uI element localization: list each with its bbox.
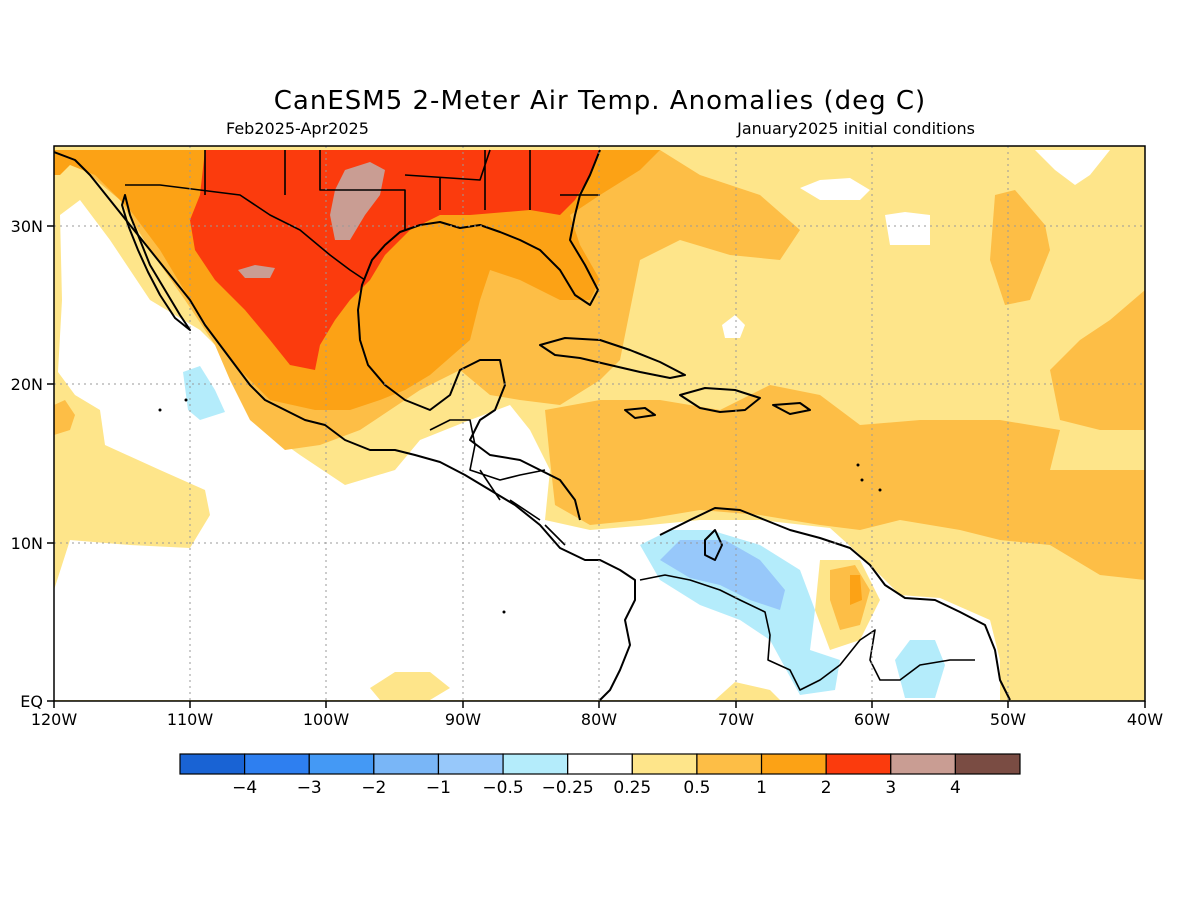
colorbar-swatch — [373, 753, 440, 775]
y-label-10n: 10N — [11, 534, 43, 553]
border-central-america — [429, 419, 566, 546]
anomaly-fill-near-zero-atlantic-1 — [800, 178, 870, 200]
colorbar-swatch — [437, 753, 504, 775]
anomaly-fill-light-blue-guiana — [895, 640, 945, 698]
anomaly-fill-2-3-main — [190, 150, 600, 370]
coastline-baja-california — [121, 194, 191, 331]
coastline-cuba — [539, 337, 686, 379]
x-label-90w: 90W — [445, 710, 481, 729]
coastline-jamaica — [624, 407, 656, 419]
anomaly-fill-near-zero-atlantic-3 — [722, 315, 745, 338]
anomaly-fill-1-2-guiana — [850, 575, 862, 605]
colorbar-label: 0.25 — [613, 778, 651, 798]
colorbar-swatch — [308, 753, 375, 775]
coastline-lake-maracaibo — [704, 529, 723, 561]
y-axis-labels: EQ 10N 20N 30N — [11, 217, 43, 711]
x-label-120w: 120W — [31, 710, 78, 729]
x-label-100w: 100W — [303, 710, 350, 729]
colorbar-label: −0.5 — [482, 778, 523, 798]
y-label-eq: EQ — [20, 692, 43, 711]
island-cocos — [502, 610, 506, 614]
x-label-80w: 80W — [581, 710, 617, 729]
x-label-60w: 60W — [854, 710, 890, 729]
anomaly-fill-05-1-pacific-west — [54, 400, 75, 435]
anomaly-fill-05-1-caribbean — [545, 385, 1145, 580]
island-guadeloupe — [856, 463, 860, 467]
colorbar-swatch — [760, 753, 827, 775]
colorbar-label: −3 — [297, 778, 322, 798]
coastline-puerto-rico — [772, 402, 811, 415]
island-socorro — [184, 398, 188, 402]
map-plot-area — [54, 146, 1145, 701]
colorbar-label: 2 — [821, 778, 832, 798]
x-label-40w: 40W — [1127, 710, 1163, 729]
colorbar-swatch — [631, 753, 698, 775]
y-label-30n: 30N — [11, 217, 43, 236]
colorbar: −4 −3 −2 −1 −0.5 −0.25 0.25 0.5 1 2 3 4 — [179, 753, 1021, 798]
colorbar-label: 1 — [756, 778, 767, 798]
colorbar-label: −2 — [361, 778, 386, 798]
colorbar-label: −1 — [426, 778, 451, 798]
border-south-america — [639, 574, 975, 691]
anomaly-fill-025-east-pacific-patch — [370, 672, 450, 700]
map-title: CanESM5 2-Meter Air Temp. Anomalies (deg… — [273, 86, 927, 116]
island-revillagigedo — [158, 408, 162, 412]
colorbar-label: −0.25 — [542, 778, 594, 798]
island-martinique — [860, 478, 864, 482]
colorbar-label: 3 — [885, 778, 896, 798]
x-label-50w: 50W — [990, 710, 1026, 729]
coastline-north-america-pacific — [54, 151, 636, 701]
colorbar-swatch — [179, 753, 246, 775]
y-label-20n: 20N — [11, 375, 43, 394]
coastline-hispaniola — [679, 387, 761, 413]
colorbar-label: 0.5 — [683, 778, 710, 798]
forecast-period: Feb2025-Apr2025 — [226, 119, 369, 138]
initial-conditions: January2025 initial conditions — [737, 119, 975, 138]
anomaly-fill-near-zero-atlantic-2 — [885, 212, 930, 245]
anomaly-fill-blue-venezuela — [660, 540, 785, 610]
coastline-gulf-of-mexico — [357, 149, 601, 521]
anomaly-fill-05-1-atlantic-blob — [990, 190, 1050, 305]
colorbar-swatch — [890, 753, 956, 775]
colorbar-label: −4 — [232, 778, 257, 798]
colorbar-swatch — [567, 753, 633, 775]
axis-ticks — [47, 225, 1146, 708]
anomaly-fill-05-1-atlantic-east — [1050, 290, 1145, 430]
anomaly-fill-near-zero-atlantic-ne — [1035, 150, 1110, 185]
coastlines — [54, 149, 1011, 701]
anomaly-fill-025-colombia-patch — [715, 682, 780, 700]
colorbar-swatch — [825, 753, 892, 775]
x-label-70w: 70W — [718, 710, 754, 729]
colorbar-swatch — [954, 753, 1021, 775]
anomaly-fill-light-blue-pacific — [183, 366, 225, 420]
grid-lines — [54, 146, 1145, 701]
x-label-110w: 110W — [167, 710, 214, 729]
colorbar-label: 4 — [950, 778, 961, 798]
anomaly-fill-3-4-mexico — [238, 265, 275, 278]
x-axis-labels: 120W 110W 100W 90W 80W 70W 60W 50W 40W — [31, 710, 1163, 729]
island-barbados — [878, 488, 882, 492]
anomaly-fill-3-4-texas — [330, 162, 385, 240]
islands — [158, 398, 882, 614]
border-us-states — [204, 149, 600, 230]
border-mexico-us — [125, 184, 366, 281]
colorbar-swatch — [502, 753, 569, 775]
coastline-south-america — [659, 507, 1011, 701]
colorbar-swatch — [244, 753, 310, 775]
colorbar-swatch — [696, 753, 763, 775]
